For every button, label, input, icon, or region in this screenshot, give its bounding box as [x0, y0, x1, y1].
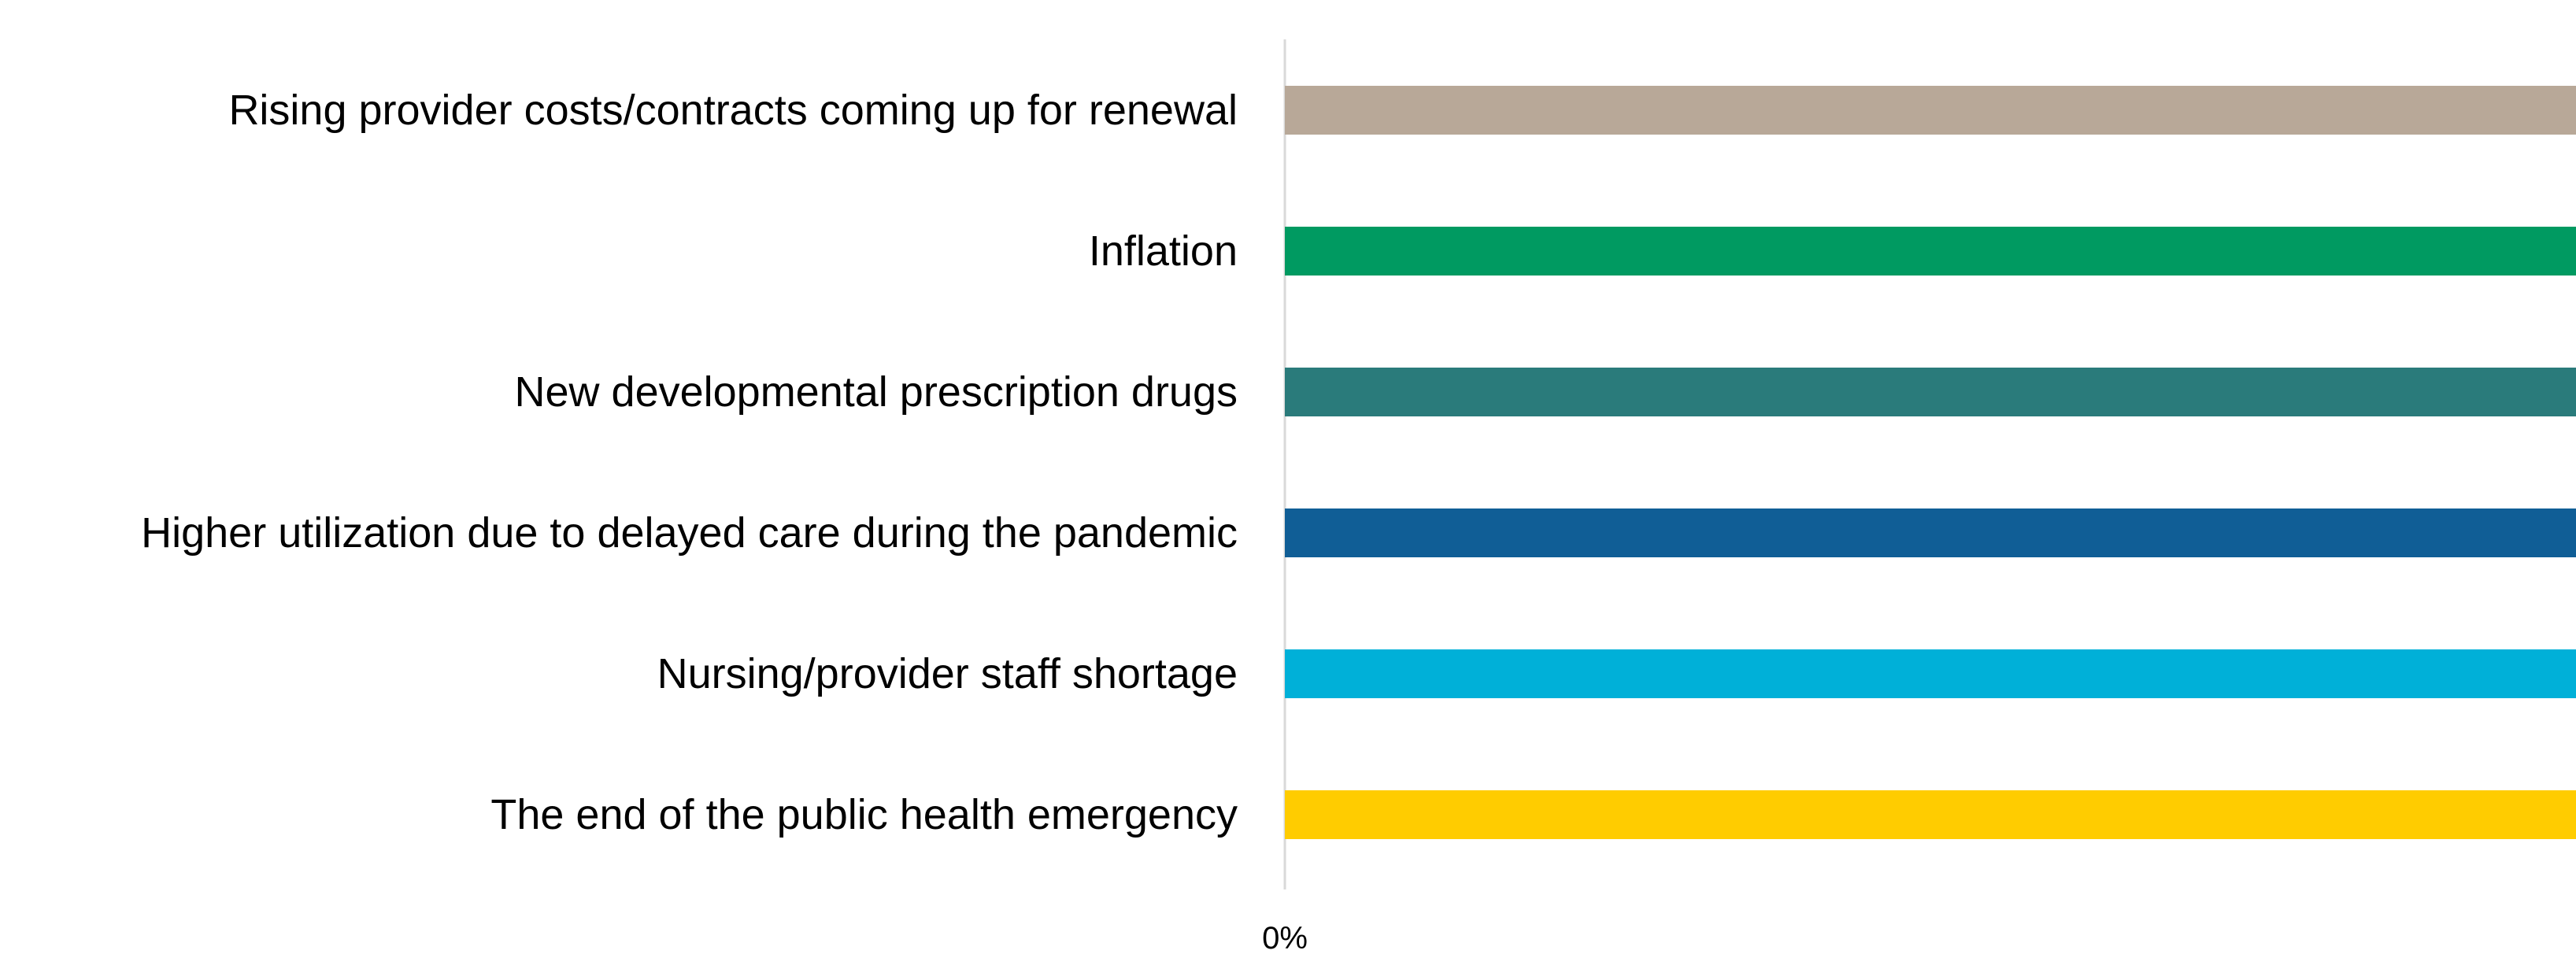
bar	[1285, 508, 2576, 557]
x-tick-label: 0%	[1262, 921, 1308, 956]
category-label: New developmental prescription drugs	[515, 368, 1238, 416]
category-label: The end of the public health emergency	[490, 791, 1238, 838]
category-label: Nursing/provider staff shortage	[657, 650, 1238, 697]
bars	[1285, 86, 2576, 839]
bar	[1285, 649, 2576, 698]
bar	[1285, 227, 2576, 276]
category-label: Higher utilization due to delayed care d…	[141, 509, 1238, 557]
gridlines	[1283, 39, 1286, 889]
bar	[1285, 86, 2576, 135]
x-axis-tick-labels: 0%10%20%30%40%50%60%70%80%	[1262, 921, 1308, 956]
category-label: Rising provider costs/contracts coming u…	[228, 87, 1238, 134]
category-label: Inflation	[1089, 227, 1238, 275]
bar	[1285, 368, 2576, 416]
category-labels: Rising provider costs/contracts coming u…	[141, 87, 1238, 838]
bar	[1285, 790, 2576, 839]
